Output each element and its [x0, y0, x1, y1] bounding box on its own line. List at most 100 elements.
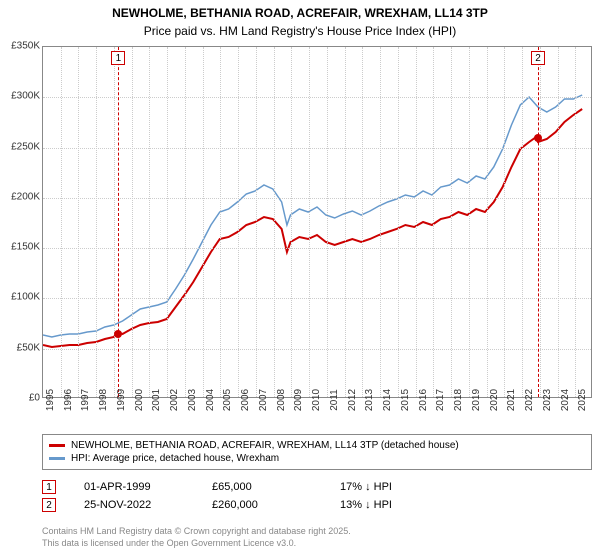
x-axis-label: 2017 — [435, 389, 446, 411]
x-axis-label: 2003 — [187, 389, 198, 411]
gridline-v — [203, 47, 204, 397]
y-axis-label: £350K — [0, 41, 40, 52]
x-axis-label: 1996 — [63, 389, 74, 411]
gridline-v — [380, 47, 381, 397]
gridline-v — [362, 47, 363, 397]
x-axis-label: 2007 — [258, 389, 269, 411]
legend-label: NEWHOLME, BETHANIA ROAD, ACREFAIR, WREXH… — [71, 440, 459, 451]
x-axis-label: 2011 — [329, 389, 340, 411]
x-axis-label: 2013 — [364, 389, 375, 411]
gridline-v — [185, 47, 186, 397]
gridline-v — [504, 47, 505, 397]
reference-marker: 2 — [42, 498, 56, 512]
y-axis-label: £300K — [0, 91, 40, 102]
reference-dot — [114, 330, 122, 338]
gridline-h — [43, 298, 591, 299]
x-axis-label: 2014 — [382, 389, 393, 411]
gridline-v — [132, 47, 133, 397]
x-axis-label: 2005 — [222, 389, 233, 411]
gridline-v — [167, 47, 168, 397]
gridline-v — [274, 47, 275, 397]
chart-subtitle: Price paid vs. HM Land Registry's House … — [0, 24, 600, 42]
x-axis-label: 2019 — [471, 389, 482, 411]
gridline-v — [256, 47, 257, 397]
gridline-v — [327, 47, 328, 397]
x-axis-label: 2012 — [347, 389, 358, 411]
reference-price: £260,000 — [212, 499, 312, 511]
y-axis-label: £150K — [0, 242, 40, 253]
gridline-v — [398, 47, 399, 397]
gridline-h — [43, 148, 591, 149]
gridline-h — [43, 97, 591, 98]
legend-item: HPI: Average price, detached house, Wrex… — [49, 452, 585, 465]
gridline-v — [487, 47, 488, 397]
gridline-v — [114, 47, 115, 397]
y-axis-label: £200K — [0, 191, 40, 202]
reference-date: 25-NOV-2022 — [84, 499, 184, 511]
x-axis-label: 2025 — [577, 389, 588, 411]
x-axis-label: 2006 — [240, 389, 251, 411]
x-axis-label: 2018 — [453, 389, 464, 411]
reference-delta: 13% ↓ HPI — [340, 499, 440, 511]
x-axis-label: 2000 — [134, 389, 145, 411]
x-axis-label: 2004 — [205, 389, 216, 411]
reference-delta: 17% ↓ HPI — [340, 481, 440, 493]
reference-dot — [534, 134, 542, 142]
x-axis-label: 2001 — [151, 389, 162, 411]
gridline-v — [220, 47, 221, 397]
x-axis-label: 1995 — [45, 389, 56, 411]
reference-line — [118, 47, 119, 397]
x-axis-label: 2023 — [542, 389, 553, 411]
y-axis-label: £250K — [0, 141, 40, 152]
line-series-svg — [43, 47, 591, 397]
gridline-v — [558, 47, 559, 397]
series-line — [43, 95, 582, 337]
gridline-v — [291, 47, 292, 397]
x-axis-label: 2024 — [560, 389, 571, 411]
legend-label: HPI: Average price, detached house, Wrex… — [71, 453, 279, 464]
x-axis-label: 1997 — [80, 389, 91, 411]
reference-row: 1 01-APR-1999 £65,000 17% ↓ HPI — [42, 478, 592, 496]
chart-plot-area: 12 — [42, 46, 592, 398]
y-axis-label: £100K — [0, 292, 40, 303]
reference-table: 1 01-APR-1999 £65,000 17% ↓ HPI 2 25-NOV… — [42, 478, 592, 514]
reference-row: 2 25-NOV-2022 £260,000 13% ↓ HPI — [42, 496, 592, 514]
gridline-v — [522, 47, 523, 397]
gridline-v — [149, 47, 150, 397]
gridline-v — [433, 47, 434, 397]
reference-price: £65,000 — [212, 481, 312, 493]
gridline-h — [43, 248, 591, 249]
legend-swatch-series1 — [49, 444, 65, 447]
y-axis-label: £50K — [0, 342, 40, 353]
reference-line — [538, 47, 539, 397]
x-axis-label: 2002 — [169, 389, 180, 411]
reference-marker: 1 — [42, 480, 56, 494]
gridline-v — [61, 47, 62, 397]
series-line — [43, 109, 582, 347]
gridline-v — [469, 47, 470, 397]
y-axis-label: £0 — [0, 393, 40, 404]
gridline-v — [540, 47, 541, 397]
reference-marker-box: 2 — [531, 51, 545, 65]
footer-text: Contains HM Land Registry data © Crown c… — [42, 526, 351, 549]
reference-marker-box: 1 — [111, 51, 125, 65]
gridline-v — [96, 47, 97, 397]
gridline-v — [309, 47, 310, 397]
gridline-h — [43, 198, 591, 199]
reference-date: 01-APR-1999 — [84, 481, 184, 493]
gridline-v — [451, 47, 452, 397]
x-axis-label: 2008 — [276, 389, 287, 411]
x-axis-label: 2010 — [311, 389, 322, 411]
x-axis-label: 2020 — [489, 389, 500, 411]
footer-line: This data is licensed under the Open Gov… — [42, 538, 351, 550]
legend-swatch-series2 — [49, 457, 65, 460]
x-axis-label: 2016 — [418, 389, 429, 411]
x-axis-label: 1999 — [116, 389, 127, 411]
gridline-v — [575, 47, 576, 397]
gridline-h — [43, 349, 591, 350]
gridline-v — [345, 47, 346, 397]
legend-box: NEWHOLME, BETHANIA ROAD, ACREFAIR, WREXH… — [42, 434, 592, 470]
x-axis-label: 2009 — [293, 389, 304, 411]
gridline-v — [416, 47, 417, 397]
x-axis-label: 2022 — [524, 389, 535, 411]
